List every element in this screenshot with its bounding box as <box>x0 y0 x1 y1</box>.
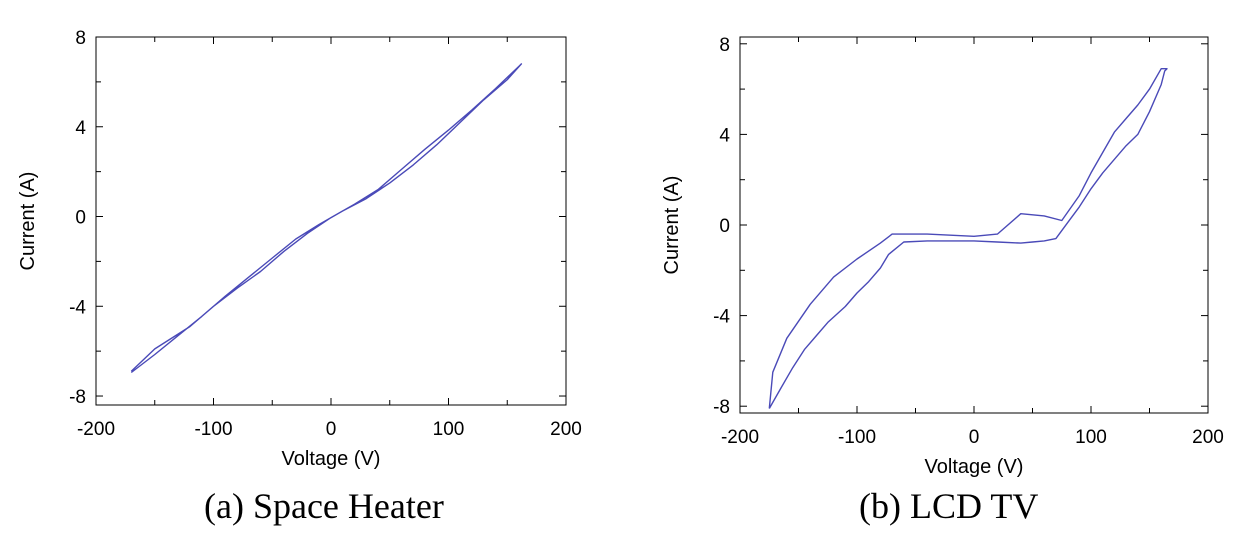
chart-panel-a: -200 -100 0 100 200 -8 -4 0 4 8 Voltage (V) Current… <box>17 28 582 526</box>
x-tick-label: 200 <box>550 419 582 440</box>
x-tick-label: 200 <box>1192 427 1224 448</box>
y-axis-label: Current (A) <box>17 172 39 271</box>
series-line-0 <box>768 67 1168 409</box>
y-tick-label: 8 <box>719 35 730 56</box>
plot-frame <box>739 36 1209 414</box>
y-tick-label: -4 <box>69 297 86 318</box>
y-tick-label: -4 <box>713 307 730 328</box>
x-tick-label: 100 <box>433 419 465 440</box>
y-tick-label: -8 <box>713 397 730 418</box>
x-tick-label: 0 <box>326 419 337 440</box>
y-tick-label: -8 <box>69 387 86 408</box>
y-axis-label: Current (A) <box>661 176 683 275</box>
x-tick-label: 100 <box>1075 427 1107 448</box>
x-axis-label: Voltage (V) <box>925 456 1024 478</box>
caption-space-heater: (a) Space Heater <box>204 486 444 526</box>
chart-panel-b: -200 -100 0 100 200 -8 -4 0 4 8 Voltage (V) Current… <box>627 0 1254 538</box>
x-tick-label: 0 <box>969 427 980 448</box>
plot-frame <box>95 36 567 406</box>
y-tick-label: 4 <box>719 125 730 146</box>
lcd-tv-chart: -200 -100 0 100 200 -8 -4 0 4 8 Voltage (V) Current… <box>661 35 1224 478</box>
x-tick-label: -100 <box>838 427 876 448</box>
y-tick-label: 0 <box>719 216 730 237</box>
y-tick-label: 4 <box>75 118 86 139</box>
y-tick-label: 0 <box>75 208 86 229</box>
x-tick-label: -200 <box>77 419 115 440</box>
series-line-0 <box>130 63 523 374</box>
x-tick-label: -200 <box>721 427 759 448</box>
x-axis-label: Voltage (V) <box>282 448 381 470</box>
x-tick-label: -100 <box>194 419 232 440</box>
y-tick-label: 8 <box>75 28 86 49</box>
caption-lcd-tv: (b) LCD TV <box>859 486 1039 526</box>
space-heater-chart: -200 -100 0 100 200 -8 -4 0 4 8 Voltage (V) Current… <box>17 28 582 470</box>
